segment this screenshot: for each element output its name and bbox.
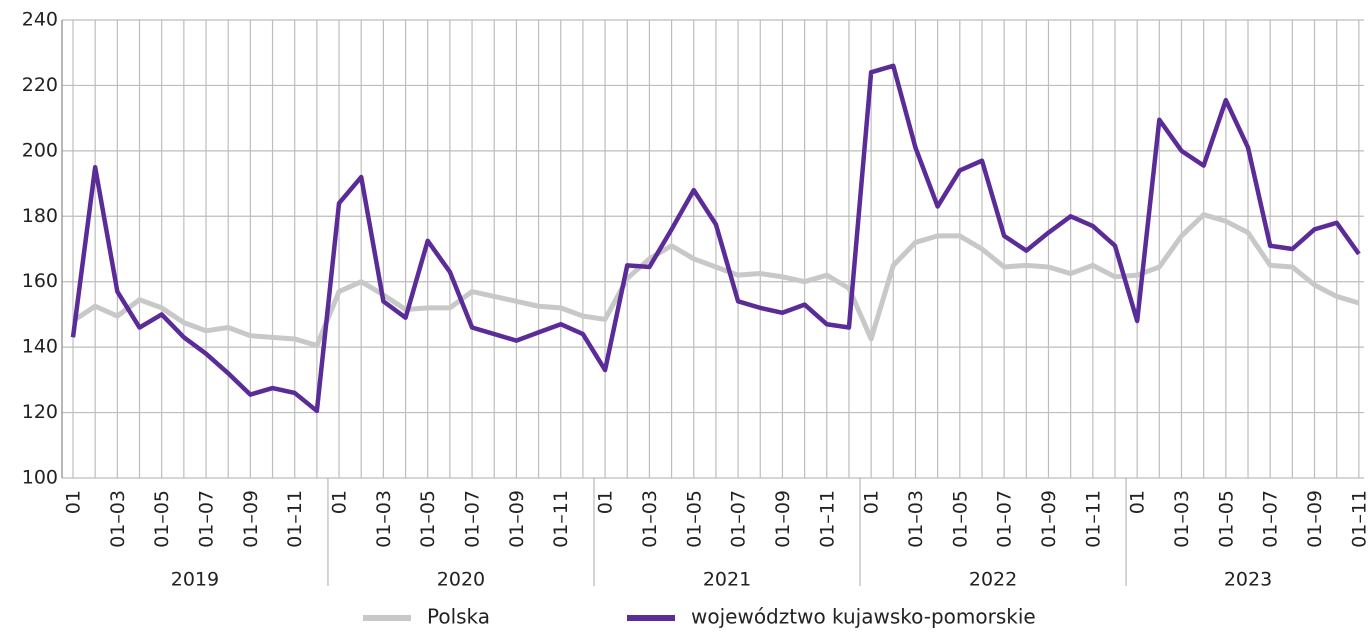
x-tick-label: 01 [1127,490,1149,514]
y-tick-label: 220 [22,74,58,96]
y-tick-label: 120 [22,401,58,423]
y-tick-label: 140 [22,336,58,358]
x-tick-label: 01–03 [107,490,129,548]
year-label: 2021 [703,569,751,591]
x-tick-label: 01 [595,490,617,514]
year-label: 2020 [437,569,485,591]
x-tick-label: 01–03 [373,490,395,548]
x-tick-label: 01–05 [949,490,971,548]
x-tick-label: 01–07 [462,490,484,548]
y-tick-label: 200 [22,139,58,161]
year-label: 2023 [1224,569,1272,591]
x-tick-label: 01 [329,490,351,514]
year-label: 2019 [171,569,219,591]
x-tick-label: 01–05 [1215,490,1237,548]
y-tick-label: 160 [22,270,58,292]
x-tick-label: 01–03 [639,490,661,548]
x-tick-label: 01–05 [151,490,173,548]
legend-label: Polska [427,605,490,629]
x-tick-label: 01–11 [284,490,306,548]
x-tick-label: 01–11 [550,490,572,548]
x-tick-label: 01 [861,490,883,514]
x-tick-label: 01–07 [728,490,750,548]
y-tick-label: 240 [22,9,58,31]
x-tick-label: 01–05 [417,490,439,548]
y-tick-label: 180 [22,205,58,227]
x-tick-label: 01–09 [506,490,528,548]
x-tick-label: 01–05 [683,490,705,548]
x-tick-label: 01–09 [772,490,794,548]
year-label: 2022 [969,569,1017,591]
x-tick-label: 01 [63,490,85,514]
y-tick-label: 100 [22,467,58,489]
series-line [70,63,1361,414]
x-tick-label: 01–09 [1038,490,1060,548]
legend: Polska województwo kujawsko-pomorskie [363,605,1036,629]
x-tick-label: 01–09 [240,490,262,548]
x-tick-label: 01–07 [994,490,1016,548]
x-tick-label: 01–03 [905,490,927,548]
legend-label: województwo kujawsko-pomorskie [691,605,1036,629]
x-tick-label: 01–07 [1260,490,1282,548]
x-tick-label: 01–11 [1348,490,1370,548]
x-tick-label: 01–07 [196,490,218,548]
x-tick-label: 01–09 [1304,490,1326,548]
x-tick-label: 01–03 [1171,490,1193,548]
x-tick-label: 01–11 [816,490,838,548]
x-tick-label: 01–11 [1082,490,1104,548]
